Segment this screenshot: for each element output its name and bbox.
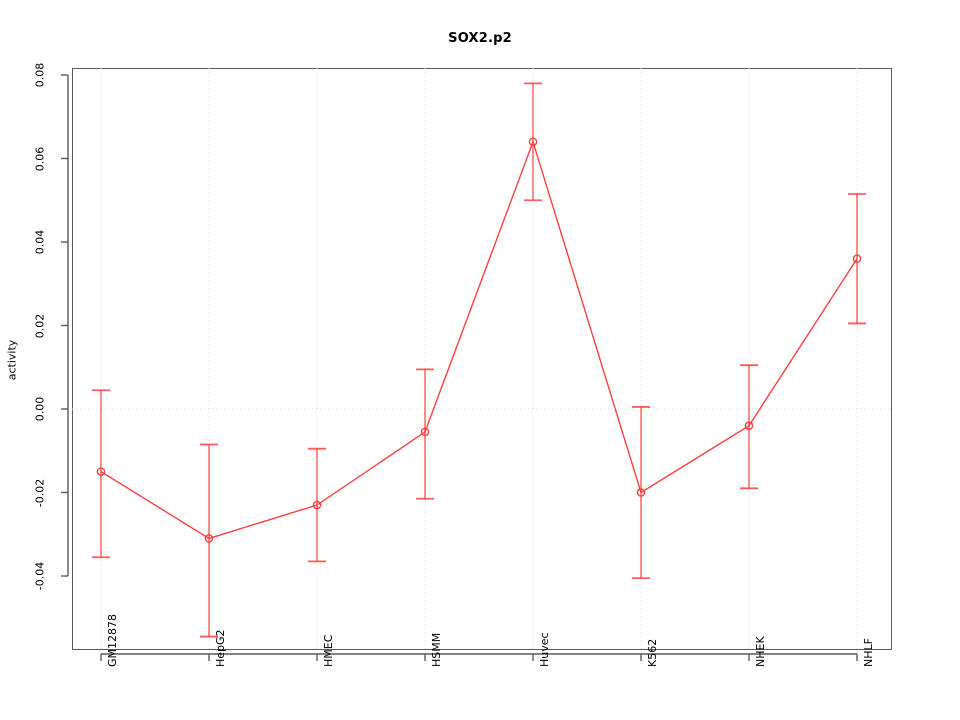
series-line	[100, 139, 858, 540]
x-tick-label: NHEK	[754, 636, 767, 667]
x-tick-label: HSMM	[430, 632, 443, 667]
data-point-marker	[636, 488, 646, 497]
data-point-marker	[528, 137, 538, 147]
data-point-marker	[852, 254, 862, 264]
data-point-marker	[204, 534, 214, 543]
y-tick-label: -0.02	[33, 478, 47, 507]
y-tick-label: 0.06	[33, 146, 47, 171]
page-title: SOX2.p2	[448, 31, 512, 46]
y-tick-label: 0.04	[33, 229, 47, 255]
data-point-marker	[744, 421, 754, 431]
data-point-marker	[312, 500, 322, 510]
gridlines	[100, 68, 858, 650]
plot-frame	[72, 68, 892, 650]
x-tick-label: NHLF	[862, 638, 875, 667]
y-tick-label: 0.00	[33, 396, 47, 422]
series-polyline	[100, 139, 858, 540]
x-tick-label: HepG2	[214, 629, 227, 667]
y-tick-label: -0.04	[33, 561, 47, 591]
x-axis	[100, 653, 858, 661]
y-tick-label: 0.02	[33, 313, 47, 338]
x-tick-label: HMEC	[322, 634, 335, 667]
y-axis	[61, 74, 69, 577]
x-tick-label: K562	[646, 638, 659, 667]
x-tick-label: Huvec	[538, 632, 551, 667]
error-bars	[92, 82, 866, 638]
y-tick-label: 0.08	[33, 62, 47, 88]
data-point-markers	[96, 137, 862, 543]
data-point-marker	[420, 427, 430, 437]
x-tick-label: GM12878	[106, 613, 119, 667]
data-point-marker	[96, 467, 106, 476]
